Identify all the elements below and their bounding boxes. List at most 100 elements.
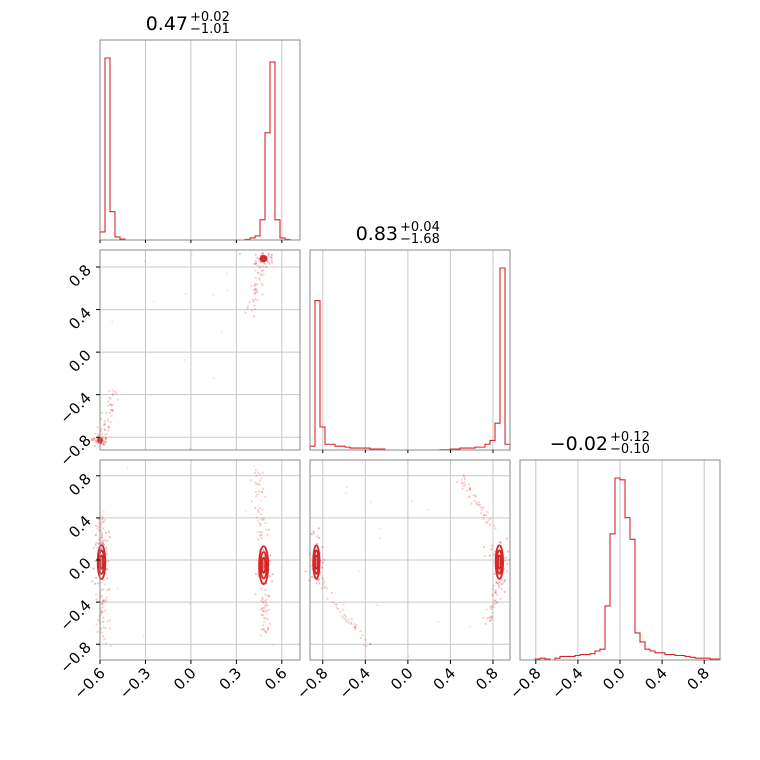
sample-point [96, 527, 99, 530]
sample-point [111, 392, 115, 395]
sample-point [106, 419, 109, 423]
sample-point [107, 418, 110, 421]
sample-point [262, 269, 265, 272]
sample-point [104, 609, 107, 612]
sample-point [258, 472, 261, 476]
sample-point [463, 481, 466, 484]
sample-point [262, 628, 266, 631]
density-contour [261, 256, 267, 261]
sample-point [106, 588, 109, 592]
sample-point [258, 276, 261, 280]
sample-point [104, 429, 107, 432]
sample-point [93, 582, 97, 585]
sample-point [268, 262, 271, 265]
sample-point [361, 634, 364, 637]
param-title-upper-0: +0.02 [190, 10, 230, 25]
sample-point [484, 521, 488, 524]
sample-point [106, 405, 110, 408]
sample-point [103, 422, 106, 425]
sample-point [345, 492, 348, 495]
sample-point [244, 509, 247, 512]
density-peak [315, 558, 318, 566]
density-contour [258, 545, 270, 586]
sample-point [263, 604, 266, 607]
y-tick-label: −0.4 [56, 596, 94, 634]
sample-point [252, 315, 256, 318]
sample-point [257, 510, 260, 513]
density-contour [259, 551, 268, 580]
sample-point [100, 602, 103, 606]
sample-point [260, 491, 264, 494]
sample-point [321, 576, 324, 579]
sample-point [265, 528, 268, 531]
sample-point [259, 265, 262, 268]
y-tick-label: 0.4 [65, 512, 95, 542]
sample-point [253, 465, 256, 468]
sample-point [258, 266, 261, 269]
sample-point [103, 419, 106, 422]
sample-point [257, 271, 261, 275]
sample-point [320, 566, 324, 569]
sample-point [115, 392, 118, 395]
sample-point [463, 475, 466, 478]
sample-point [323, 585, 326, 588]
sample-point [90, 439, 94, 442]
histogram-step-line [309, 267, 511, 451]
sample-point [488, 523, 491, 526]
sample-point [96, 442, 99, 445]
sample-point [266, 533, 269, 536]
sample-point [254, 506, 257, 510]
sample-point [265, 598, 268, 601]
sample-point [495, 593, 499, 597]
sample-point [475, 503, 478, 506]
sample-point [103, 433, 107, 436]
sample-point [265, 604, 269, 608]
sample-point [267, 628, 270, 631]
sample-point [340, 615, 344, 618]
sample-point [484, 622, 487, 625]
sample-point [107, 530, 111, 533]
sample-point [500, 588, 503, 591]
sample-point [479, 506, 482, 509]
sample-point [190, 254, 193, 257]
sample-point [102, 616, 105, 620]
sample-point [92, 437, 96, 440]
sample-point [101, 539, 104, 542]
sample-point [482, 517, 485, 520]
sample-point [261, 596, 264, 600]
sample-point [111, 408, 115, 412]
sample-point [259, 587, 263, 590]
sample-point [102, 541, 105, 544]
sample-point [468, 483, 471, 486]
sample-point [427, 508, 430, 511]
sample-point [100, 609, 103, 612]
sample-point [109, 409, 113, 412]
x-tick-label: 0.3 [216, 664, 246, 694]
sample-point [102, 620, 105, 624]
sample-point [107, 425, 110, 428]
sample-point [246, 307, 249, 310]
sample-point [322, 579, 326, 583]
sample-point [111, 404, 114, 407]
sample-point [485, 521, 488, 524]
sample-point [253, 292, 257, 295]
sample-point [478, 503, 481, 507]
sample-point [461, 481, 464, 484]
sample-point [100, 536, 103, 539]
sample-point [95, 576, 98, 579]
sample-point [212, 294, 215, 297]
sample-point [316, 542, 319, 545]
sample-point [362, 644, 366, 647]
sample-point [254, 490, 258, 494]
sample-point [104, 539, 107, 542]
x-tick-label: −0.8 [293, 664, 331, 702]
sample-point [260, 628, 263, 631]
sample-point [474, 495, 477, 498]
x-tick-label: −0.3 [116, 664, 154, 702]
sample-point [258, 278, 261, 281]
sample-point [468, 487, 471, 490]
density-contour [96, 544, 107, 580]
sample-point [357, 570, 360, 573]
sample-point [259, 634, 262, 637]
sample-point [97, 525, 100, 528]
